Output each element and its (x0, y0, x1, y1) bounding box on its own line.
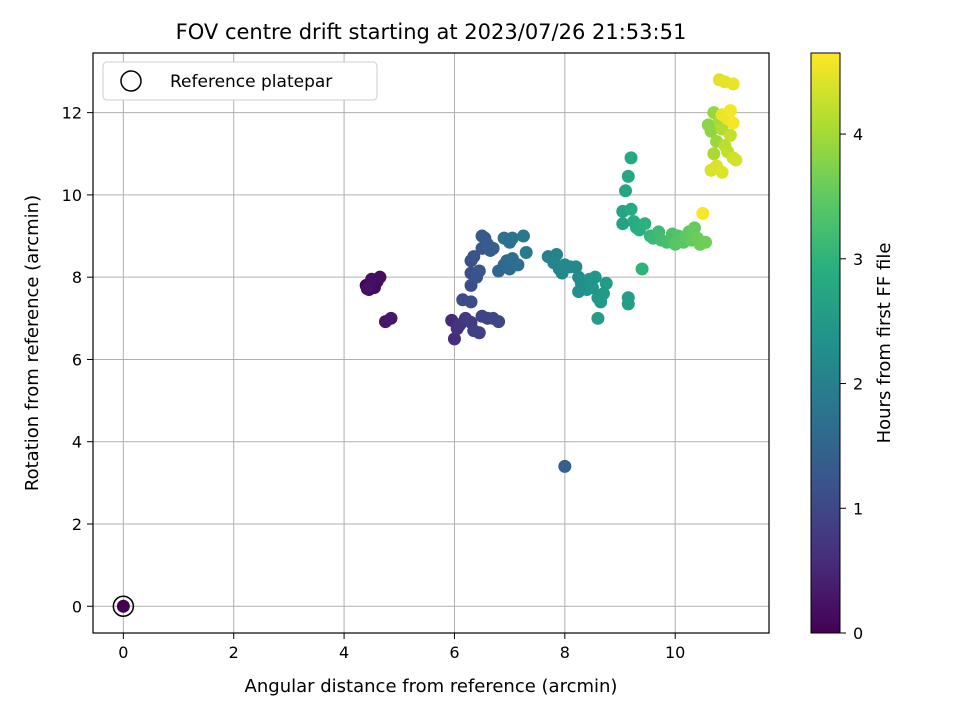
y-tick-label: 12 (62, 104, 82, 123)
colorbar-tick-label: 0 (853, 624, 863, 643)
data-point (616, 217, 630, 231)
data-point (707, 147, 721, 161)
x-tick-label: 0 (118, 643, 128, 662)
grid (93, 53, 769, 633)
colorbar-tick-label: 4 (853, 125, 863, 144)
data-point (715, 165, 729, 179)
data-point (726, 116, 740, 130)
data-point (699, 235, 713, 249)
data-point (621, 169, 635, 183)
x-tick-label: 6 (449, 643, 459, 662)
data-point (621, 297, 635, 311)
data-point (599, 276, 613, 290)
data-point (723, 128, 737, 142)
data-point (635, 262, 649, 276)
x-tick-label: 2 (229, 643, 239, 662)
data-point (486, 241, 500, 255)
data-point (591, 311, 605, 325)
data-point (447, 332, 461, 346)
data-point (585, 280, 599, 294)
chart-title: FOV centre drift starting at 2023/07/26 … (176, 20, 687, 44)
colorbar-ticks: 0 1 2 3 4 (840, 125, 863, 643)
data-point (619, 184, 633, 198)
data-point (505, 231, 519, 245)
data-point (558, 459, 572, 473)
y-tick-label: 4 (72, 433, 82, 452)
x-tick-label: 8 (560, 643, 570, 662)
colorbar-tick-label: 3 (853, 250, 863, 269)
y-tick-label: 2 (72, 515, 82, 534)
data-point (688, 221, 702, 235)
y-tick-label: 6 (72, 350, 82, 369)
colorbar-tick-label: 1 (853, 499, 863, 518)
data-point (638, 217, 652, 231)
legend-box (102, 61, 378, 101)
legend: Reference platepar (102, 61, 378, 101)
legend-marker-icon (120, 70, 142, 92)
colorbar-label: Hours from first FF file (874, 243, 895, 444)
data-point (596, 287, 610, 301)
y-axis-label: Rotation from reference (arcmin) (22, 195, 43, 491)
data-point (588, 270, 602, 284)
reference-marker (112, 595, 135, 618)
colorbar-gradient (810, 52, 841, 634)
data-point (360, 282, 374, 296)
y-tick-label: 10 (62, 186, 82, 205)
x-tick-label: 10 (665, 643, 685, 662)
data-point (696, 206, 710, 220)
y-axis: 0 2 4 6 8 10 12 (62, 104, 93, 616)
data-point (569, 260, 583, 274)
y-tick-label: 8 (72, 268, 82, 287)
data-point (472, 264, 486, 278)
data-point (519, 246, 533, 260)
data-point (472, 326, 486, 340)
x-axis: 0 2 4 6 8 10 (118, 633, 685, 662)
x-tick-label: 4 (339, 643, 349, 662)
data-point (723, 104, 737, 118)
data-point (464, 295, 478, 309)
data-point (704, 124, 718, 138)
data-point (467, 250, 481, 264)
x-axis-label: Angular distance from reference (arcmin) (245, 676, 618, 697)
legend-entry-label: Reference platepar (170, 72, 332, 92)
data-point (116, 599, 130, 613)
plot-frame (92, 52, 770, 634)
y-tick-label: 0 (72, 597, 82, 616)
data-point (511, 258, 525, 272)
colorbar: 0 1 2 3 4 Hours from first FF file (810, 52, 895, 643)
colorbar-tick-label: 2 (853, 375, 863, 394)
data-point (384, 311, 398, 325)
data-point (624, 202, 638, 216)
data-point (624, 151, 638, 165)
data-point (726, 77, 740, 91)
data-point (492, 315, 506, 329)
data-point (516, 229, 530, 243)
data-point (729, 153, 743, 167)
data-points (112, 73, 743, 618)
